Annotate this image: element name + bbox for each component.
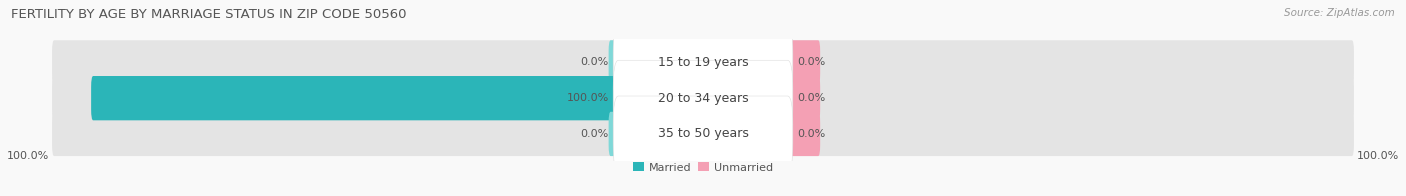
FancyBboxPatch shape [52, 40, 638, 85]
Text: 0.0%: 0.0% [797, 93, 825, 103]
Text: Source: ZipAtlas.com: Source: ZipAtlas.com [1284, 8, 1395, 18]
FancyBboxPatch shape [768, 112, 820, 156]
FancyBboxPatch shape [52, 76, 638, 120]
Text: FERTILITY BY AGE BY MARRIAGE STATUS IN ZIP CODE 50560: FERTILITY BY AGE BY MARRIAGE STATUS IN Z… [11, 8, 406, 21]
FancyBboxPatch shape [609, 112, 638, 156]
Text: 0.0%: 0.0% [581, 57, 609, 67]
Text: 15 to 19 years: 15 to 19 years [658, 56, 748, 69]
FancyBboxPatch shape [609, 40, 638, 85]
Text: 35 to 50 years: 35 to 50 years [658, 127, 748, 140]
Text: 0.0%: 0.0% [797, 57, 825, 67]
FancyBboxPatch shape [52, 112, 638, 156]
Text: 0.0%: 0.0% [797, 129, 825, 139]
FancyBboxPatch shape [768, 76, 1354, 120]
FancyBboxPatch shape [91, 76, 638, 120]
Text: 100.0%: 100.0% [567, 93, 609, 103]
FancyBboxPatch shape [768, 40, 820, 85]
FancyBboxPatch shape [613, 60, 793, 136]
Text: 20 to 34 years: 20 to 34 years [658, 92, 748, 105]
FancyBboxPatch shape [768, 40, 1354, 85]
FancyBboxPatch shape [613, 24, 793, 100]
FancyBboxPatch shape [613, 96, 793, 172]
Text: 100.0%: 100.0% [7, 151, 49, 161]
FancyBboxPatch shape [768, 76, 820, 120]
Legend: Married, Unmarried: Married, Unmarried [628, 158, 778, 177]
Text: 0.0%: 0.0% [581, 129, 609, 139]
FancyBboxPatch shape [768, 112, 1354, 156]
Text: 100.0%: 100.0% [1357, 151, 1399, 161]
